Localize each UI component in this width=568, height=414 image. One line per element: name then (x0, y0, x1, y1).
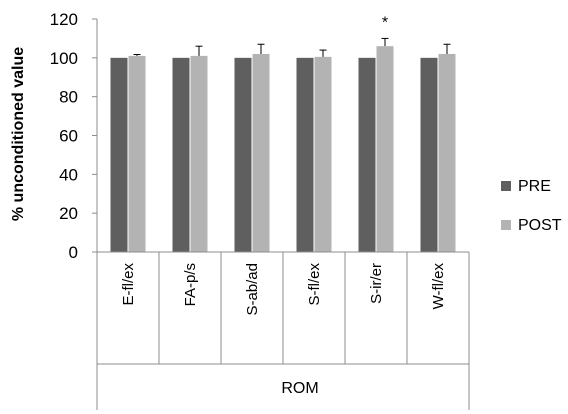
bar-pre-fa-p-s (172, 57, 190, 253)
chart-axes (96, 19, 470, 410)
y-tick-label: 80 (59, 88, 78, 107)
bar-pre-s-ir-er (358, 57, 376, 253)
bar-post-e-fl-ex (128, 55, 146, 253)
legend-label-post: POST (518, 217, 562, 234)
bar-post-w-fl-ex (438, 53, 456, 253)
y-tick-label: 20 (59, 204, 78, 223)
bar-post-s-ir-er (376, 46, 394, 252)
bar-pre-s-ab-ad (234, 57, 252, 253)
legend-label-pre: PRE (518, 178, 551, 195)
x-tick-label: S-ab/ad (244, 263, 261, 316)
x-tick-label: FA-p/s (182, 263, 199, 306)
legend-swatch-post (501, 220, 511, 230)
x-axis-category-labels: E-fl/ex FA-p/s S-ab/ad S-fl/ex S-ir/er W-fl/e… (120, 263, 447, 316)
y-axis-title: % unconditioned value (10, 47, 27, 221)
chart-bars (110, 46, 456, 253)
bar-pre-e-fl-ex (110, 57, 128, 253)
x-tick-label: W-fl/ex (430, 263, 447, 310)
x-tick-label: S-fl/ex (306, 263, 323, 306)
x-tick-label: S-ir/er (368, 263, 385, 304)
bar-post-fa-p-s (190, 55, 208, 253)
bar-post-s-fl-ex (314, 56, 332, 252)
error-bars (133, 37, 451, 57)
y-axis-ticks: 0 20 40 60 80 100 120 (50, 10, 97, 262)
y-tick-label: 40 (59, 165, 78, 184)
y-tick-label: 100 (50, 49, 78, 68)
legend-swatch-pre (501, 181, 511, 191)
x-axis-title: ROM (281, 380, 318, 397)
bar-pre-w-fl-ex (420, 57, 438, 253)
x-tick-label: E-fl/ex (120, 263, 137, 306)
chart-legend: PRE POST (501, 178, 562, 234)
y-tick-label: 0 (69, 243, 78, 262)
significance-annotations: * (382, 14, 388, 31)
y-tick-label: 60 (59, 127, 78, 146)
y-tick-label: 120 (50, 10, 78, 29)
bar-post-s-ab-ad (252, 53, 270, 253)
bar-pre-s-fl-ex (296, 57, 314, 253)
significance-marker: * (382, 14, 388, 31)
